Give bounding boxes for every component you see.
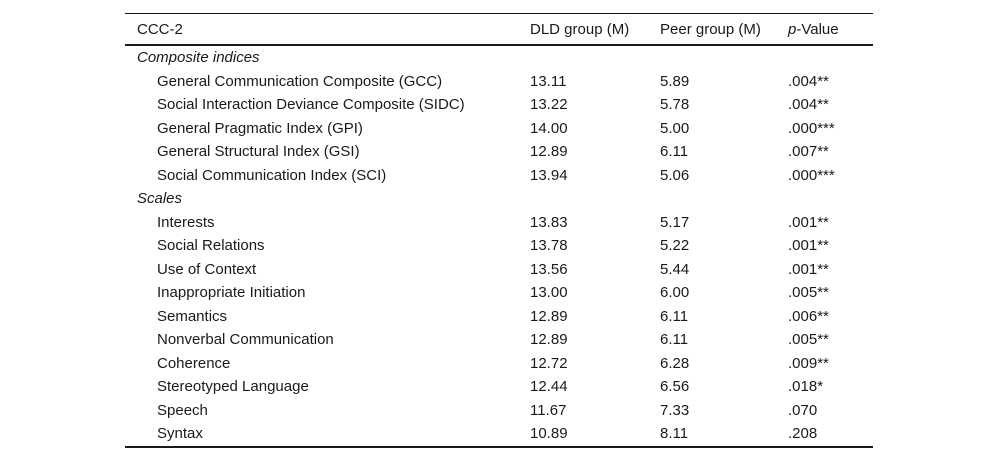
- table-row: Stereotyped Language 12.44 6.56 .018*: [125, 375, 873, 399]
- p-value-cell: .001**: [788, 237, 829, 254]
- p-value-cell: .006**: [788, 307, 829, 325]
- dld-mean-cell: 13.11: [530, 72, 567, 90]
- dld-mean-cell: 14.00: [530, 119, 568, 137]
- table-row: General Pragmatic Index (GPI) 14.00 5.00 .0…: [125, 117, 873, 141]
- p-value-rest: -Value: [796, 20, 839, 38]
- dld-mean-cell: 11.67: [530, 401, 567, 419]
- p-value-cell: .001**: [788, 260, 829, 278]
- row-label-cell: Social Communication Index (SCI): [157, 166, 387, 184]
- row-label-cell: Use of Context: [157, 260, 257, 278]
- peer-mean-cell: 6.11: [660, 143, 689, 160]
- section-label: Scales: [137, 190, 183, 207]
- peer-mean-cell: 7.33: [660, 401, 690, 419]
- peer-mean-cell: 5.78: [660, 96, 690, 113]
- row-label-cell: Nonverbal Communication: [157, 331, 334, 348]
- col-header-p-value: p-Value: [788, 13, 873, 46]
- peer-mean-cell: 6.56: [660, 378, 690, 395]
- dld-mean-cell: 12.44: [530, 378, 568, 395]
- section-label: Composite indices: [137, 49, 260, 66]
- table-row: Coherence 12.72 6.28 .009**: [125, 352, 873, 376]
- section-header-row: Scales: [125, 187, 873, 211]
- table-row: Social Interaction Deviance Composite (S…: [125, 93, 873, 117]
- row-label-cell: Interests: [157, 213, 215, 231]
- p-value-cell: .000***: [788, 166, 835, 184]
- table-row: Semantics 12.89 6.11 .006**: [125, 305, 873, 329]
- table-row: Syntax 10.89 8.11 .208: [125, 422, 873, 447]
- row-label-cell: Inappropriate Initiation: [157, 284, 306, 301]
- peer-mean-cell: 6.11: [660, 307, 689, 325]
- dld-mean-cell: 13.94: [530, 166, 568, 184]
- peer-mean-cell: 6.28: [660, 354, 690, 372]
- table-row: Social Relations 13.78 5.22 .001**: [125, 234, 873, 258]
- dld-mean-cell: 13.83: [530, 213, 568, 231]
- dld-mean-cell: 12.89: [530, 307, 568, 325]
- p-value-cell: .004**: [788, 96, 829, 113]
- table-row: Speech 11.67 7.33 .070: [125, 399, 873, 423]
- p-value-cell: .004**: [788, 72, 829, 90]
- table-row: Inappropriate Initiation 13.00 6.00 .005**: [125, 281, 873, 305]
- ccc2-results-table: CCC-2 DLD group (M) Peer group (M) p-Val…: [125, 13, 873, 448]
- row-label-cell: General Communication Composite (GCC): [157, 72, 443, 90]
- row-label-cell: Social Interaction Deviance Composite (S…: [157, 96, 465, 113]
- p-value-cell: .007**: [788, 143, 829, 160]
- p-value-cell: .000***: [788, 119, 835, 137]
- dld-mean-cell: 13.00: [530, 284, 568, 301]
- table-row: General Structural Index (GSI) 12.89 6.11.…: [125, 140, 873, 164]
- p-value-cell: .208: [788, 425, 818, 442]
- dld-mean-cell: 13.22: [530, 96, 568, 113]
- row-label-cell: General Structural Index (GSI): [157, 143, 360, 160]
- p-value-italic-p: p: [788, 20, 797, 38]
- dld-mean-cell: 13.78: [530, 237, 568, 254]
- p-value-cell: .018*: [788, 378, 824, 395]
- col-header-dld-group: DLD group (M): [530, 13, 660, 46]
- peer-mean-cell: 5.44: [660, 260, 690, 278]
- table-row: Use of Context 13.56 5.44 .001**: [125, 258, 873, 282]
- section-header-row: Composite indices: [125, 45, 873, 70]
- p-value-cell: .009**: [788, 354, 829, 372]
- row-label-cell: General Pragmatic Index (GPI): [157, 119, 363, 137]
- dld-mean-cell: 10.89: [530, 425, 568, 442]
- table-row: General Communication Composite (GCC) 13.…: [125, 70, 873, 94]
- peer-mean-cell: 5.89: [660, 72, 690, 90]
- p-value-cell: .001**: [788, 213, 829, 231]
- peer-mean-cell: 5.00: [660, 119, 690, 137]
- peer-mean-cell: 5.22: [660, 237, 690, 254]
- peer-mean-cell: 8.11: [660, 425, 689, 442]
- peer-mean-cell: 5.06: [660, 166, 690, 184]
- table-row: Interests 13.83 5.17 .001**: [125, 211, 873, 235]
- dld-mean-cell: 13.56: [530, 260, 568, 278]
- dld-mean-cell: 12.89: [530, 331, 568, 348]
- row-label-cell: Coherence: [157, 354, 231, 372]
- row-label-cell: Syntax: [157, 425, 203, 442]
- dld-mean-cell: 12.72: [530, 354, 568, 372]
- peer-mean-cell: 6.11: [660, 331, 689, 348]
- col-header-ccc2: CCC-2: [125, 13, 530, 46]
- row-label-cell: Semantics: [157, 307, 228, 325]
- p-value-cell: .070: [788, 401, 818, 419]
- peer-mean-cell: 6.00: [660, 284, 690, 301]
- col-header-peer-group: Peer group (M): [660, 13, 788, 46]
- dld-mean-cell: 12.89: [530, 143, 568, 160]
- row-label-cell: Social Relations: [157, 237, 265, 254]
- table-row: Nonverbal Communication 12.89 6.11 .005**: [125, 328, 873, 352]
- header-row: CCC-2 DLD group (M) Peer group (M) p-Val…: [125, 13, 873, 46]
- row-label-cell: Stereotyped Language: [157, 378, 309, 395]
- p-value-cell: .005**: [788, 284, 829, 301]
- peer-mean-cell: 5.17: [660, 213, 690, 231]
- table-row: Social Communication Index (SCI) 13.94 5.0…: [125, 164, 873, 188]
- row-label-cell: Speech: [157, 401, 208, 419]
- p-value-cell: .005**: [788, 331, 829, 348]
